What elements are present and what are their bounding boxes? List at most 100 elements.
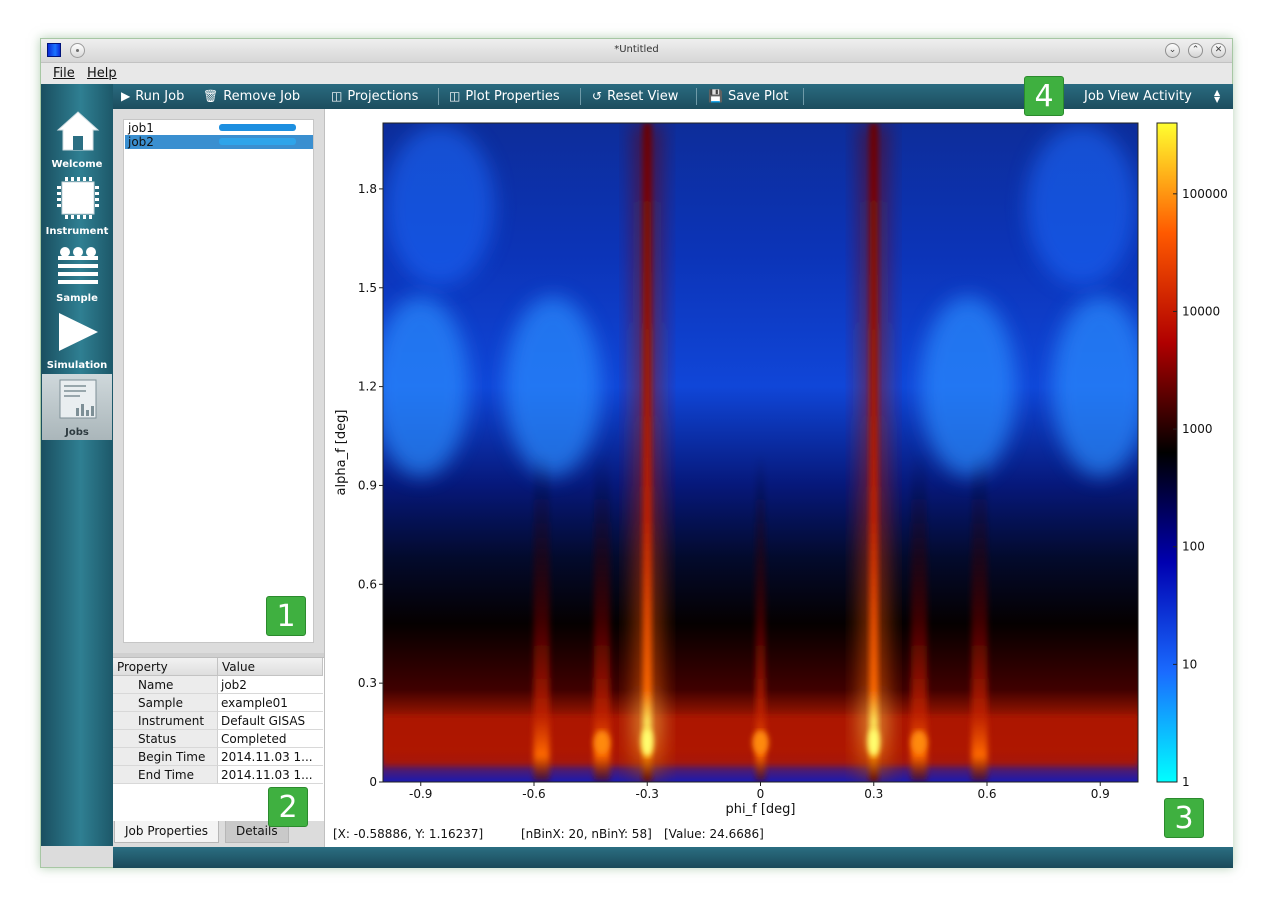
intensity-lobe [920,296,1017,477]
intensity-lobe [383,296,469,477]
intensity-lobe [384,125,495,286]
list-item[interactable]: job2 [125,135,313,149]
x-tick-label: -0.9 [409,787,432,801]
plot-area: -0.9 -0.6 -0.3 0 0.3 0.6 0.9 0 0.3 0.6 0.9 1.2 1.5 1.… [324,109,1233,847]
x-tick-label: -0.3 [636,787,659,801]
tab-welcome[interactable]: Welcome [42,106,112,172]
jobs-chart-icon [59,379,97,419]
colorbar-tick-label: 10000 [1182,304,1220,318]
menu-file[interactable]: File [53,66,75,81]
x-tick-label: 0 [757,787,765,801]
select-arrows-icon[interactable]: ▲ ▼ [1214,88,1221,104]
peak-spot [911,730,928,755]
secondary-streak [593,452,610,782]
layers-icon [58,247,98,284]
colorbar [1156,122,1178,783]
secondary-streak [911,452,928,782]
bin-info: [nBinX: 20, nBinY: 58] [521,827,652,841]
main-window: *Untitled ⌄ ⌃ ✕ File Help Welcome [40,38,1233,868]
job-list[interactable]: job1 job2 [123,119,314,643]
y-axis-label: alpha_f [deg] [334,410,349,496]
callout-badge: 2 [268,787,308,827]
table-row: Name job2 [113,676,323,694]
toolbar-separator [438,88,439,105]
toolbar-separator [803,88,804,105]
cursor-value: [Value: 24.6686] [664,827,764,841]
intensity-lobe [504,296,601,477]
tab-job-properties[interactable]: Job Properties [114,821,219,843]
projections-icon: ◫ [331,89,343,103]
panel-splitter[interactable] [113,653,324,657]
y-tick-label: 0.3 [358,676,377,690]
window-title: *Untitled [614,44,659,55]
menu-help[interactable]: Help [87,66,117,81]
table-row: Sample example01 [113,694,323,712]
x-tick-label: 0.6 [977,787,996,801]
projections-button[interactable]: ◫ Projections [331,84,418,109]
tab-simulation[interactable]: Simulation [42,307,112,373]
toolbar-separator [580,88,581,105]
chip-icon [57,177,99,219]
callout-badge: 4 [1024,76,1064,116]
colorbar-tick-label: 1000 [1182,422,1213,436]
y-tick-label: 1.8 [358,182,377,196]
callout-badge: 1 [266,596,306,636]
intensity-lobe [1052,296,1138,477]
peak-spot [641,728,654,757]
table-row: Begin Time 2014.11.03 1... [113,748,323,766]
save-plot-button[interactable]: 💾 Save Plot [708,84,789,109]
list-item[interactable]: job1 [125,121,313,135]
y-tick-label: 0 [369,775,377,789]
sidebar-tab-bar: Welcome Instrument [41,84,113,846]
heatmap-image [383,123,1138,782]
peak-spot [867,728,880,757]
save-icon: 💾 [708,89,723,103]
tab-instrument[interactable]: Instrument [42,173,112,239]
maximize-icon[interactable]: ⌃ [1188,43,1203,58]
intensity-lobe [1026,125,1137,286]
x-tick-label: 0.3 [864,787,883,801]
status-bar [113,847,1233,868]
minimize-icon[interactable]: ⌄ [1165,43,1180,58]
plot-properties-icon: ◫ [449,89,461,103]
tab-sample[interactable]: Sample [42,240,112,306]
table-row: Instrument Default GISAS [113,712,323,730]
x-tick-label: -0.6 [522,787,545,801]
trash-icon: 🗑 [203,89,219,103]
app-logo-icon [47,43,61,57]
y-tick-label: 0.9 [358,478,377,492]
colorbar-tick-label: 100 [1182,540,1205,554]
column-header[interactable]: Property [113,658,218,676]
window-menu-icon[interactable] [70,43,85,58]
activity-select[interactable]: Job View Activity [1084,89,1192,104]
menu-bar: File Help [41,63,1232,84]
y-tick-label: 0.6 [358,577,377,591]
job-progress-bar [219,124,296,131]
y-tick-label: 1.2 [358,380,377,394]
jobs-view: ▶ Run Job 🗑 Remove Job ◫ Projections ◫ Plot … [113,76,1233,868]
run-job-button[interactable]: ▶ Run Job [121,84,184,109]
home-icon [56,111,100,151]
reset-view-button[interactable]: ↺ Reset View [592,84,678,109]
y-tick-label: 1.5 [358,281,377,295]
column-header[interactable]: Value [218,658,323,676]
secondary-streak [971,452,988,782]
main-streak [643,123,652,782]
remove-job-button[interactable]: 🗑 Remove Job [203,84,300,109]
colorbar-tick-label: 1 [1182,775,1190,789]
plot-properties-button[interactable]: ◫ Plot Properties [449,84,560,109]
secondary-streak [755,452,766,782]
run-icon: ▶ [121,89,131,103]
peak-spot [752,730,769,755]
table-row: Status Completed [113,730,323,748]
close-icon[interactable]: ✕ [1211,43,1226,58]
callout-badge: 3 [1164,798,1204,838]
cursor-coordinates: [X: -0.58886, Y: 1.16237] [333,827,484,841]
job-progress-bar [219,138,296,145]
title-bar: *Untitled ⌄ ⌃ ✕ [41,39,1232,63]
intensity-heatmap-chart[interactable]: -0.9 -0.6 -0.3 0 0.3 0.6 0.9 0 0.3 0.6 0.9 1.2 1.5 1.… [325,109,1233,821]
x-tick-label: 0.9 [1091,787,1110,801]
tab-jobs[interactable]: Jobs [42,374,112,440]
table-row: End Time 2014.11.03 1... [113,766,323,784]
jobs-left-panel: job1 job2 Property Value Name job2 Sample… [113,109,324,847]
